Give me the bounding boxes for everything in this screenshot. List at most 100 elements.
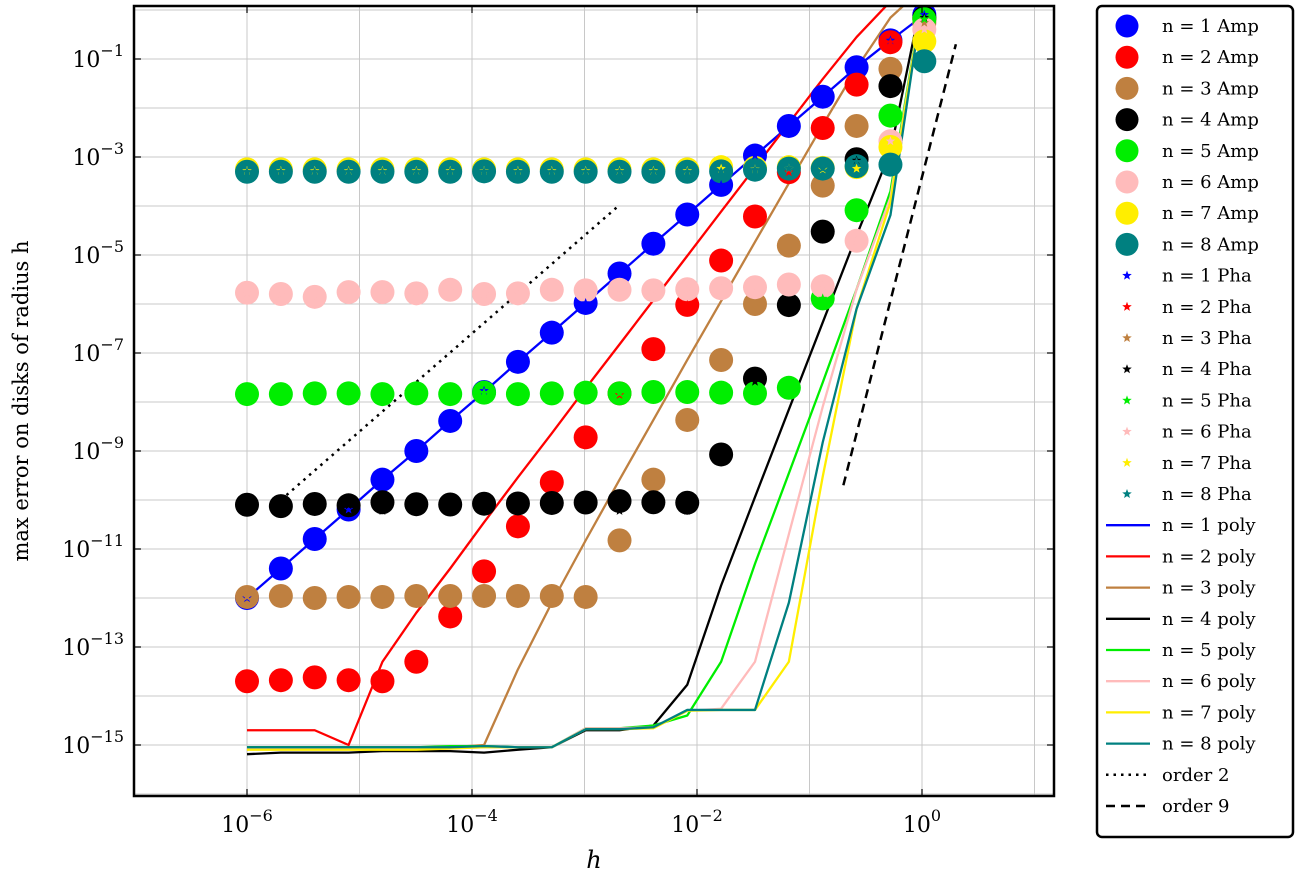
pha-point-n1	[851, 62, 862, 72]
order-9-line	[842, 43, 958, 486]
legend-label: n = 7 poly	[1162, 702, 1256, 723]
pha-point-n6	[817, 281, 828, 291]
legend-label: n = 5 Pha	[1162, 390, 1252, 411]
pha-point-n1	[513, 356, 523, 366]
pha-series-markers	[242, 9, 930, 686]
legend-entry: n = 5 Amp	[1115, 139, 1259, 163]
legend-entry: n = 1 Pha	[1122, 266, 1252, 287]
legend-label: n = 4 poly	[1162, 609, 1256, 630]
legend-entry: n = 2 Amp	[1115, 45, 1259, 69]
legend-label: n = 2 Pha	[1162, 297, 1252, 318]
legend-marker-star	[1122, 301, 1132, 311]
pha-point-n1	[817, 91, 828, 101]
pha-point-n8	[614, 166, 625, 176]
pha-point-n6	[682, 284, 693, 294]
pha-point-n4	[411, 499, 422, 509]
pha-point-n4	[309, 498, 320, 509]
pha-point-n4	[276, 501, 286, 511]
pha-point-n5	[343, 388, 354, 398]
legend-label: n = 4 Pha	[1162, 359, 1252, 380]
legend-marker-circle	[1115, 108, 1139, 132]
legend-label: n = 6 Amp	[1162, 172, 1259, 193]
pha-point-n3	[682, 414, 693, 425]
series-line-n7-poly	[247, 6, 923, 751]
pha-point-n8	[242, 166, 252, 176]
legend-marker-star	[1122, 489, 1132, 499]
pha-point-n5	[885, 110, 896, 120]
legend-entry: n = 2 poly	[1106, 546, 1256, 567]
pha-point-n8	[445, 166, 455, 176]
pha-point-n2	[580, 432, 591, 442]
legend-entry: n = 4 poly	[1106, 609, 1256, 630]
y-tick-label: 10−11	[62, 531, 124, 563]
pha-point-n4	[445, 499, 455, 509]
pha-point-n4	[479, 498, 489, 508]
pha-point-n2	[309, 672, 320, 682]
pha-point-n2	[885, 37, 896, 47]
legend-label: n = 4 Amp	[1162, 110, 1259, 131]
pha-point-n5	[750, 388, 760, 398]
pha-point-n8	[682, 166, 693, 176]
pha-point-n6	[242, 287, 252, 297]
pha-point-n3	[614, 535, 625, 545]
pha-point-n5	[411, 388, 422, 398]
pha-point-n5	[479, 387, 489, 397]
pha-point-n4	[682, 505, 693, 515]
legend-entry: n = 3 Amp	[1115, 76, 1259, 100]
legend-marker-circle	[1115, 14, 1139, 38]
pha-point-n6	[784, 279, 794, 289]
legend-entry: n = 2 Pha	[1122, 297, 1252, 318]
x-tick-label: 10−2	[671, 806, 723, 838]
pha-point-n3	[817, 180, 828, 190]
pha-point-n3	[648, 474, 659, 484]
pha-point-n2	[479, 566, 489, 576]
pha-point-n4	[343, 500, 354, 510]
pha-point-n1	[750, 150, 760, 160]
pha-point-n3	[479, 590, 489, 601]
legend-label: n = 8 Amp	[1162, 234, 1259, 255]
pha-point-n4	[513, 498, 523, 508]
legend-entry: n = 3 poly	[1106, 578, 1256, 599]
pha-point-n3	[750, 299, 760, 309]
legend-entry: n = 8 Pha	[1122, 484, 1252, 505]
pha-point-n3	[242, 591, 252, 602]
pha-point-n6	[580, 285, 591, 295]
pha-point-n5	[309, 388, 320, 398]
pha-point-n5	[851, 205, 862, 215]
legend-entry: n = 1 Amp	[1115, 14, 1259, 38]
series-line-n5-poly	[247, 6, 923, 749]
pha-point-n5	[445, 389, 455, 399]
pha-point-n2	[411, 656, 422, 666]
pha-point-n3	[411, 590, 422, 601]
x-axis-ticks: 10−6 10−4 10−2 100	[221, 6, 941, 838]
pha-point-n3	[377, 591, 388, 602]
legend-marker-star	[1122, 270, 1132, 280]
legend-entry: n = 8 Amp	[1115, 232, 1259, 256]
legend-entry: n = 4 Amp	[1115, 108, 1259, 132]
y-tick-label: 10−7	[72, 335, 124, 367]
legend-label: n = 7 Pha	[1162, 453, 1252, 474]
pha-point-n8	[784, 163, 794, 173]
pha-point-n6	[547, 284, 557, 294]
pha-point-n6	[479, 289, 489, 299]
pha-point-n5	[242, 389, 252, 399]
pha-point-n7	[885, 143, 896, 153]
pha-point-n1	[716, 179, 726, 189]
legend-label: n = 3 Amp	[1162, 78, 1259, 99]
legend-label: n = 8 Pha	[1162, 484, 1252, 505]
pha-point-n8	[309, 166, 320, 176]
legend-label: n = 6 Pha	[1162, 422, 1252, 443]
pha-point-n8	[716, 166, 726, 176]
pha-point-n4	[580, 497, 591, 507]
legend-entry: order 2	[1106, 765, 1229, 786]
pha-point-n2	[343, 675, 354, 685]
plot-frame	[132, 4, 1056, 798]
pha-point-n6	[648, 285, 659, 295]
legend-label: n = 5 Amp	[1162, 141, 1259, 162]
x-tick-label: 100	[903, 806, 941, 838]
pha-point-n2	[648, 344, 659, 354]
legend-entry: n = 6 poly	[1106, 671, 1256, 692]
pha-point-n4	[885, 81, 896, 91]
pha-point-n2	[445, 611, 455, 621]
pha-point-n8	[580, 166, 591, 176]
